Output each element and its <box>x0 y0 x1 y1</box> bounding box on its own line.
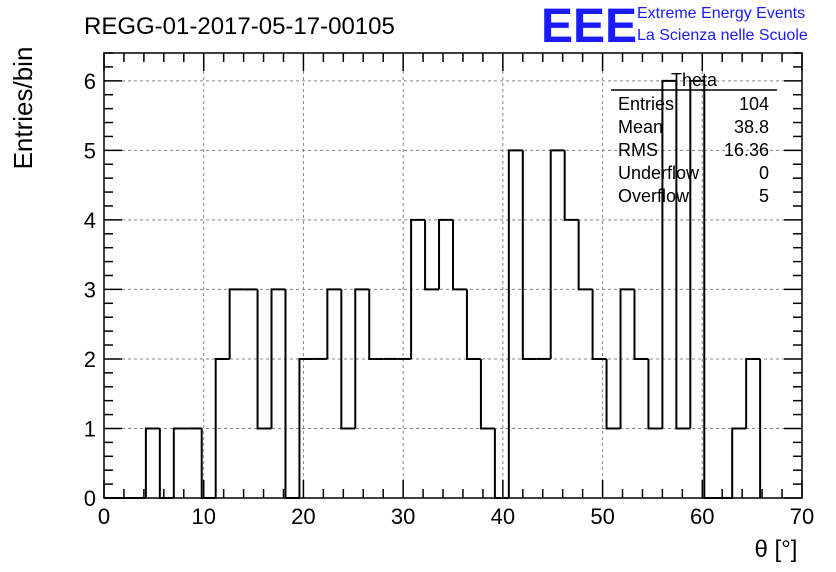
histogram-bin <box>465 289 481 360</box>
histogram-bin <box>563 150 579 221</box>
histogram-bin <box>661 79 677 429</box>
histogram-bin <box>214 357 230 498</box>
stats-title: Theta <box>671 70 718 90</box>
histogram-bin <box>521 150 537 360</box>
histogram-bin <box>619 288 635 429</box>
x-tick-label: 40 <box>491 504 515 529</box>
stats-label: Underflow <box>618 163 700 183</box>
histogram-bin <box>675 80 691 430</box>
histogram-bin <box>326 288 342 359</box>
histogram-bin <box>284 289 300 499</box>
histogram-bin <box>452 219 467 291</box>
x-tick-label: 30 <box>391 504 415 529</box>
histogram-bin <box>745 357 761 429</box>
histogram-bin <box>647 358 663 430</box>
histogram-bin <box>256 289 272 430</box>
stats-value: 16.36 <box>724 140 769 160</box>
histogram-bin <box>479 358 495 430</box>
histogram-bin <box>158 428 174 499</box>
x-tick-label: 0 <box>98 504 110 529</box>
histogram-bin <box>228 288 244 359</box>
logo-line-1: Extreme Energy Events <box>637 5 805 22</box>
histogram-bin <box>438 218 453 290</box>
histogram-bin <box>368 289 384 360</box>
x-tick-label: 70 <box>790 504 814 529</box>
histogram-bin <box>340 289 356 430</box>
stats-label: Entries <box>618 94 674 114</box>
histogram-bin <box>507 149 523 498</box>
eee-logo: EEE Extreme Energy Events La Scienza nel… <box>541 0 808 53</box>
stats-label: Mean <box>618 117 663 137</box>
histogram-bin <box>549 149 565 359</box>
y-tick-label: 5 <box>84 138 96 163</box>
y-tick-label: 2 <box>84 347 96 372</box>
x-tick-label: 60 <box>690 504 714 529</box>
histogram-bin <box>144 427 160 498</box>
y-axis-label: Entries/bin <box>8 47 38 170</box>
histogram-bin <box>731 427 747 498</box>
histogram-bin <box>172 427 188 498</box>
eee-logo-letters: EEE <box>541 0 637 53</box>
x-axis: 0 10 20 30 40 50 60 70 <box>98 53 814 529</box>
y-tick-label: 0 <box>84 486 96 511</box>
x-tick-label: 50 <box>590 504 614 529</box>
histogram-bin <box>633 289 649 360</box>
stats-value: 104 <box>739 94 769 114</box>
y-tick-label: 6 <box>84 69 96 94</box>
histogram-bin <box>605 358 621 430</box>
histogram-bin <box>493 428 509 499</box>
histogram-bin <box>410 218 426 359</box>
stats-rows: Entries 104 Mean 38.8 RMS 16.36 Underflow 0 Over… <box>618 94 769 206</box>
stats-label: RMS <box>618 140 658 160</box>
histogram-bin <box>577 219 593 291</box>
histogram-bin <box>591 289 607 360</box>
histogram-bin <box>270 288 286 429</box>
stats-value: 0 <box>759 163 769 183</box>
histogram-bin <box>689 79 705 429</box>
stats-box: Theta Entries 104 Mean 38.8 RMS 16.36 Underflo… <box>611 70 777 206</box>
histogram-bin <box>424 219 440 291</box>
stats-label: Overflow <box>618 186 690 206</box>
x-axis-label: θ [°] <box>755 536 798 563</box>
run-title: REGG-01-2017-05-17-00105 <box>84 13 395 40</box>
stats-value: 5 <box>759 186 769 206</box>
stats-value: 38.8 <box>734 117 769 137</box>
y-tick-label: 4 <box>84 208 96 233</box>
logo-line-2: La Scienza nelle Scuole <box>637 27 808 44</box>
histogram-bin <box>354 288 370 429</box>
y-tick-label: 3 <box>84 277 96 302</box>
x-tick-label: 20 <box>291 504 315 529</box>
y-tick-label: 1 <box>84 416 96 441</box>
histogram-bin <box>298 357 314 498</box>
x-tick-label: 10 <box>191 504 215 529</box>
y-axis: 0 1 2 3 4 5 6 <box>84 52 802 511</box>
